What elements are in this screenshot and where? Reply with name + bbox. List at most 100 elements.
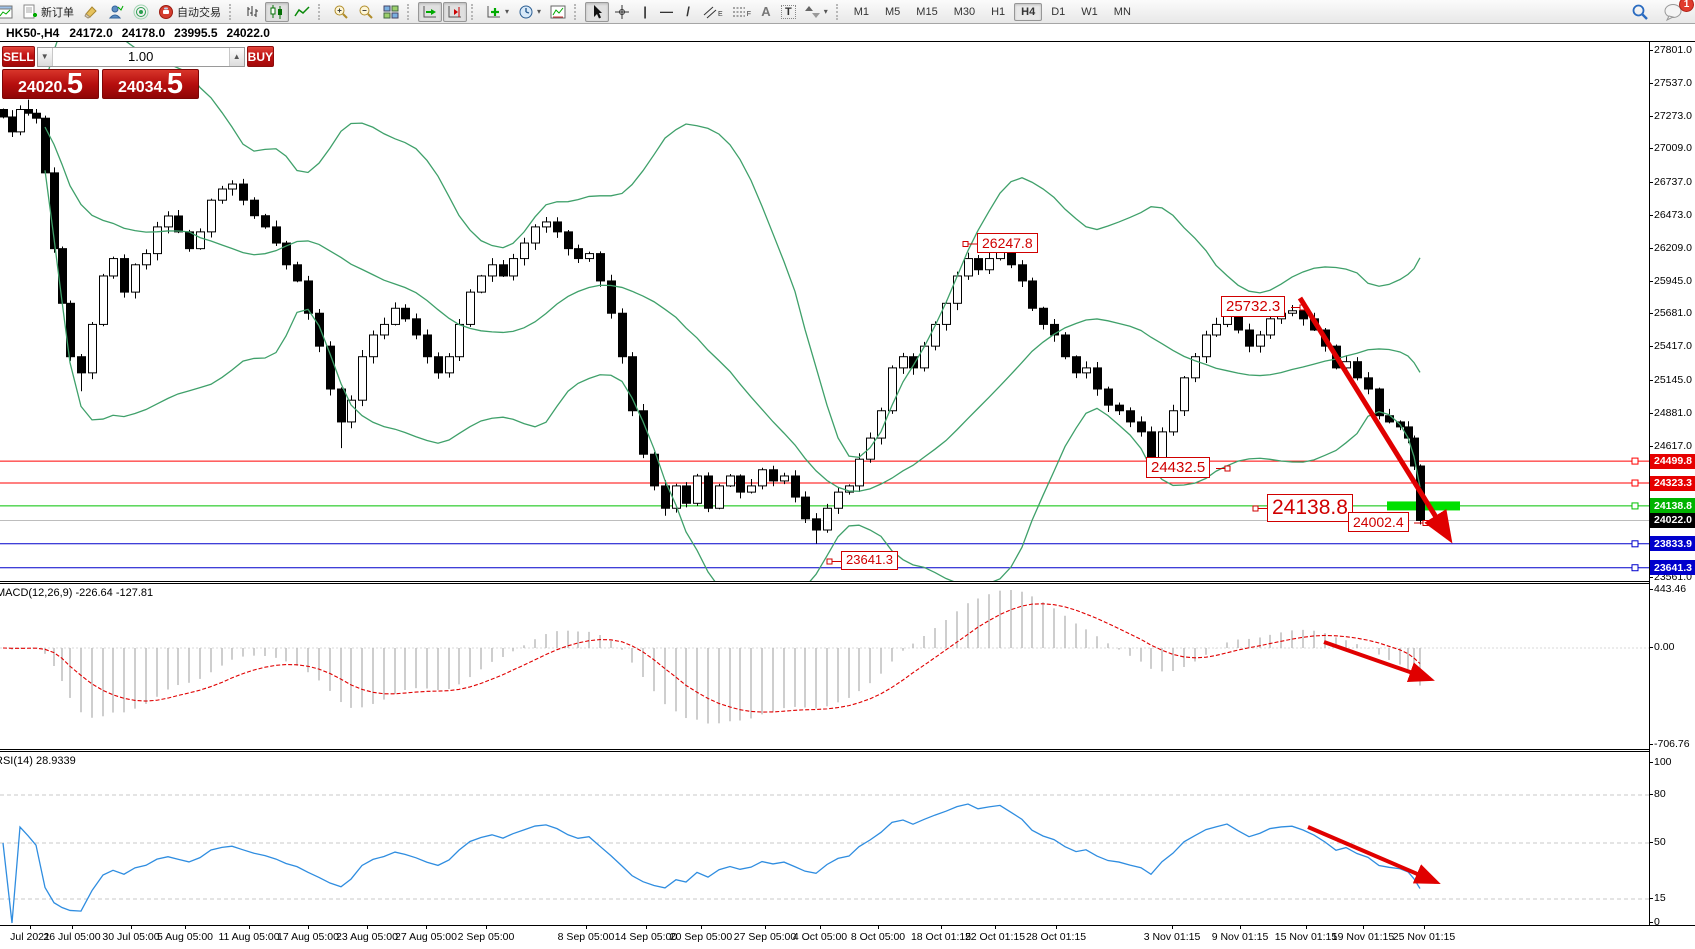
timeframe-m15[interactable]: M15 [916, 5, 938, 18]
channel-tool-button[interactable]: E [699, 2, 727, 22]
date-axis-tick [367, 926, 368, 929]
text-tool-icon: A [761, 4, 771, 19]
price-axis-badge: 24323.3 [1650, 475, 1695, 491]
toolbar-grip[interactable] [318, 3, 324, 20]
date-axis-label: Jul 2021 [10, 931, 50, 943]
date-axis-label: 30 Jul 05:00 [102, 931, 160, 943]
toolbar-grip[interactable] [471, 3, 477, 20]
indicators-button[interactable]: ▾ [482, 2, 513, 22]
signals-button[interactable] [129, 2, 153, 22]
fibonacci-tool-button[interactable]: F [728, 2, 755, 22]
line-chart-icon [294, 4, 310, 20]
price-annotation-label[interactable]: 24138.8 [1267, 494, 1353, 523]
date-axis-label: 4 Oct 05:00 [792, 931, 848, 943]
sell-price-display[interactable]: 24020. 5 [2, 69, 99, 99]
timeframe-w1[interactable]: W1 [1081, 5, 1098, 18]
eraser-button[interactable] [79, 2, 103, 22]
rsi-canvas[interactable] [0, 752, 1649, 925]
toolbar-grip[interactable] [835, 3, 842, 20]
buy-button[interactable]: BUY [246, 46, 275, 67]
price-annotation-label[interactable]: 25732.3 [1221, 296, 1286, 318]
price-annotation-label[interactable]: 26247.8 [977, 233, 1038, 254]
timeframe-mn[interactable]: MN [1113, 5, 1131, 18]
trend-arrow[interactable] [1323, 640, 1435, 682]
chart-properties-button[interactable] [546, 2, 570, 22]
toolbar-grip[interactable] [407, 3, 413, 20]
horizontal-level-lines[interactable] [0, 457, 1649, 572]
candlesticks[interactable] [0, 99, 1425, 544]
volume-decrease-button[interactable]: ▼ [37, 47, 53, 66]
timeframe-m1[interactable]: M1 [853, 5, 870, 18]
chat-button[interactable]: 1 [1659, 0, 1694, 22]
volume-increase-button[interactable]: ▲ [228, 47, 244, 66]
price-chart-pane[interactable]: SELL ▼ ▲ BUY 24020.5 24034.5 26247.8 2573… [0, 42, 1649, 581]
shapes-tool-button[interactable]: ▾ [801, 2, 832, 22]
price-axis-label: 25945.0 [1650, 274, 1692, 287]
macd-canvas[interactable] [0, 584, 1649, 749]
price-chart-canvas[interactable] [0, 42, 1649, 581]
periods-button[interactable]: ▾ [514, 2, 545, 22]
search-icon [1631, 3, 1649, 21]
price-annotation-label[interactable]: 23641.3 [841, 551, 898, 570]
price-axis[interactable]: 27801.0 27537.0 27273.0 27009.0 26737.0 26473… [1649, 42, 1695, 928]
volume-input[interactable] [52, 47, 229, 66]
text-label-tool-button[interactable]: T [777, 2, 800, 22]
price-axis-label: 25417.0 [1650, 340, 1692, 353]
cursor-tool-button[interactable] [585, 1, 610, 22]
candlestick-mode-button[interactable] [265, 1, 289, 22]
timeframe-h4[interactable]: H4 [1014, 2, 1043, 21]
equidistant-channel-icon [703, 5, 717, 19]
trend-arrow[interactable] [1297, 296, 1453, 544]
toolbar-grip[interactable] [229, 3, 235, 20]
price-annotation-label[interactable]: 24002.4 [1348, 512, 1409, 533]
line-chart-mode-button[interactable] [290, 2, 314, 22]
date-axis-label: 17 Aug 05:00 [277, 931, 339, 943]
search-button[interactable] [1627, 2, 1653, 22]
trendline-tool-button[interactable]: / [678, 2, 698, 22]
buy-price-display[interactable]: 24034. 5 [102, 69, 199, 99]
macd-indicator-label: MACD(12,26,9) -226.64 -127.81 [0, 587, 154, 599]
timeframe-m30[interactable]: M30 [953, 5, 976, 18]
bar-chart-mode-button[interactable] [240, 2, 264, 22]
price-axis-badge: 24499.8 [1650, 453, 1695, 469]
new-chart-button[interactable] [0, 2, 17, 22]
trend-arrow[interactable] [1307, 825, 1441, 885]
zoom-out-button[interactable] [354, 2, 378, 22]
date-axis-label: 14 Sep 05:00 [614, 931, 678, 943]
date-axis[interactable]: Jul 2021 26 Jul 05:00 30 Jul 05:00 5 Aug 05… [0, 925, 1695, 949]
horizontal-line-tool-button[interactable]: — [656, 2, 677, 22]
bollinger-bands [44, 42, 1421, 581]
rsi-pane[interactable]: RSI(14) 28.9339 [0, 752, 1649, 925]
autotrading-button[interactable]: 自动交易 [154, 2, 225, 22]
date-axis-tick [878, 926, 879, 929]
timeframe-m5[interactable]: M5 [885, 5, 901, 18]
price-axis-badge: 23833.9 [1650, 536, 1695, 552]
timeframe-d1[interactable]: D1 [1051, 5, 1066, 18]
auto-scroll-button[interactable] [418, 1, 442, 22]
chart-shift-button[interactable] [443, 1, 467, 22]
text-tool-button[interactable]: A [756, 2, 776, 22]
text-label-icon: T [780, 4, 796, 19]
main-toolbar: 新订单 自动交易 ▾ ▾ | — / E F A T ▾ [0, 0, 1695, 24]
vertical-line-tool-button[interactable]: | [635, 2, 655, 22]
fibo-letter: F [746, 11, 751, 18]
date-axis-tick [646, 926, 647, 929]
timeframe-group: M1 M5 M15 M30 H1 H4 D1 W1 MN [847, 2, 1138, 21]
new-order-button[interactable]: 新订单 [18, 2, 78, 22]
zoom-in-icon [333, 4, 349, 20]
date-axis-tick [701, 926, 702, 929]
timeframe-h1[interactable]: H1 [991, 5, 1006, 18]
macd-pane[interactable]: MACD(12,26,9) -226.64 -127.81 [0, 584, 1649, 749]
date-axis-tick [308, 926, 309, 929]
pane-separator[interactable] [0, 581, 1695, 584]
profiles-button[interactable] [104, 2, 128, 22]
tile-windows-button[interactable] [379, 2, 403, 22]
date-axis-tick [995, 926, 996, 929]
pane-separator[interactable] [0, 749, 1695, 752]
date-axis-tick [820, 926, 821, 929]
crosshair-tool-button[interactable] [610, 2, 634, 22]
toolbar-grip[interactable] [574, 3, 580, 20]
zoom-in-button[interactable] [329, 2, 353, 22]
price-annotation-label[interactable]: 24432.5 [1146, 457, 1211, 479]
sell-button[interactable]: SELL [2, 46, 35, 67]
